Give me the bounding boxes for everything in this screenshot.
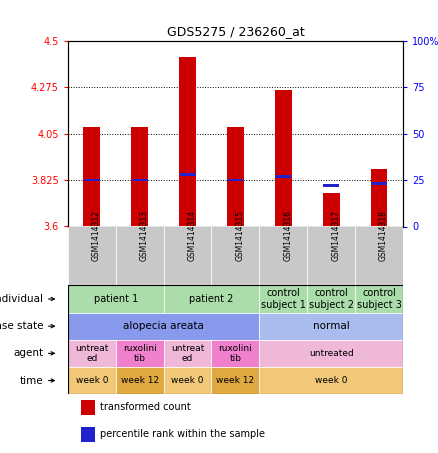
Bar — [164, 226, 212, 285]
Text: GSM1414312: GSM1414312 — [92, 210, 101, 261]
Text: week 0: week 0 — [315, 376, 347, 385]
Text: GSM1414314: GSM1414314 — [187, 210, 197, 261]
Title: GDS5275 / 236260_at: GDS5275 / 236260_at — [166, 25, 304, 38]
Bar — [259, 285, 307, 313]
Bar — [68, 285, 164, 313]
Bar — [164, 340, 212, 367]
Bar — [164, 285, 259, 313]
Text: week 12: week 12 — [216, 376, 254, 385]
Text: week 12: week 12 — [120, 376, 159, 385]
Bar — [259, 340, 403, 367]
Bar — [68, 367, 116, 394]
Text: normal: normal — [313, 321, 350, 331]
Bar — [323, 184, 339, 187]
Bar — [371, 183, 387, 185]
Bar — [116, 340, 164, 367]
Bar — [81, 400, 95, 415]
Bar — [81, 427, 95, 442]
Text: ruxolini
tib: ruxolini tib — [219, 344, 252, 363]
Bar — [276, 175, 291, 178]
Text: individual: individual — [0, 294, 43, 304]
Bar — [259, 313, 403, 340]
Bar — [371, 169, 387, 226]
Text: control
subject 2: control subject 2 — [309, 288, 353, 310]
Bar — [84, 179, 100, 181]
Text: untreat
ed: untreat ed — [171, 344, 204, 363]
Text: GSM1414317: GSM1414317 — [331, 210, 340, 261]
Text: agent: agent — [13, 348, 43, 358]
Bar — [179, 57, 196, 226]
Bar — [164, 367, 212, 394]
Text: untreated: untreated — [309, 349, 353, 358]
Bar — [116, 226, 164, 285]
Bar — [68, 226, 116, 285]
Bar — [307, 226, 355, 285]
Bar — [323, 193, 339, 226]
Bar — [132, 179, 148, 181]
Text: week 0: week 0 — [171, 376, 204, 385]
Text: untreat
ed: untreat ed — [75, 344, 109, 363]
Text: percentile rank within the sample: percentile rank within the sample — [100, 429, 265, 439]
Text: GSM1414315: GSM1414315 — [236, 210, 244, 261]
Bar — [212, 367, 259, 394]
Text: week 0: week 0 — [76, 376, 108, 385]
Text: patient 1: patient 1 — [94, 294, 138, 304]
Bar — [227, 127, 244, 226]
Bar — [180, 173, 195, 176]
Bar — [84, 127, 100, 226]
Text: disease state: disease state — [0, 321, 43, 331]
Text: transformed count: transformed count — [100, 402, 191, 412]
Bar — [355, 226, 403, 285]
Bar — [259, 226, 307, 285]
Bar — [116, 367, 164, 394]
Text: control
subject 3: control subject 3 — [357, 288, 402, 310]
Bar — [307, 285, 355, 313]
Bar — [68, 340, 116, 367]
Text: alopecia areata: alopecia areata — [123, 321, 204, 331]
Bar — [227, 179, 244, 181]
Text: GSM1414316: GSM1414316 — [283, 210, 292, 261]
Text: time: time — [20, 376, 43, 386]
Bar — [259, 367, 403, 394]
Bar — [68, 313, 259, 340]
Text: ruxolini
tib: ruxolini tib — [123, 344, 156, 363]
Bar — [212, 226, 259, 285]
Bar — [355, 285, 403, 313]
Bar — [212, 340, 259, 367]
Bar — [131, 127, 148, 226]
Text: GSM1414318: GSM1414318 — [379, 210, 388, 261]
Text: control
subject 1: control subject 1 — [261, 288, 306, 310]
Text: GSM1414313: GSM1414313 — [140, 210, 148, 261]
Text: patient 2: patient 2 — [189, 294, 234, 304]
Bar — [275, 90, 292, 226]
